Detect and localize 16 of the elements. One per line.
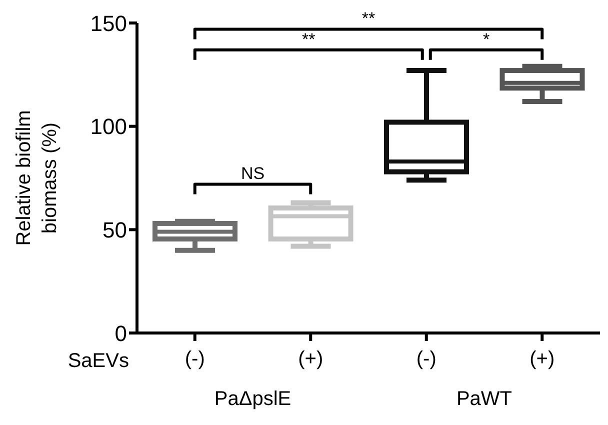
x-tick-label: (-) — [416, 348, 436, 370]
x-tick-label: (-) — [184, 348, 205, 370]
y-tick-label: 100 — [90, 114, 127, 140]
text: SaEVs — [68, 350, 129, 372]
annotation: ** — [362, 9, 376, 28]
y-tick-label: 150 — [90, 10, 127, 36]
y-tick-label: 0 — [114, 320, 127, 346]
annotation: * — [482, 30, 490, 49]
annotation: ** — [302, 30, 316, 49]
y-axis-title: Relative biofilm biomass (%) — [13, 110, 61, 246]
text: PaWT — [456, 388, 512, 410]
annotation: NS — [240, 164, 265, 184]
text: PaΔpslE — [214, 388, 292, 410]
y-tick-label: 50 — [102, 217, 127, 242]
x-tick-label: (+) — [530, 348, 555, 370]
x-tick-label: (+) — [298, 348, 324, 370]
